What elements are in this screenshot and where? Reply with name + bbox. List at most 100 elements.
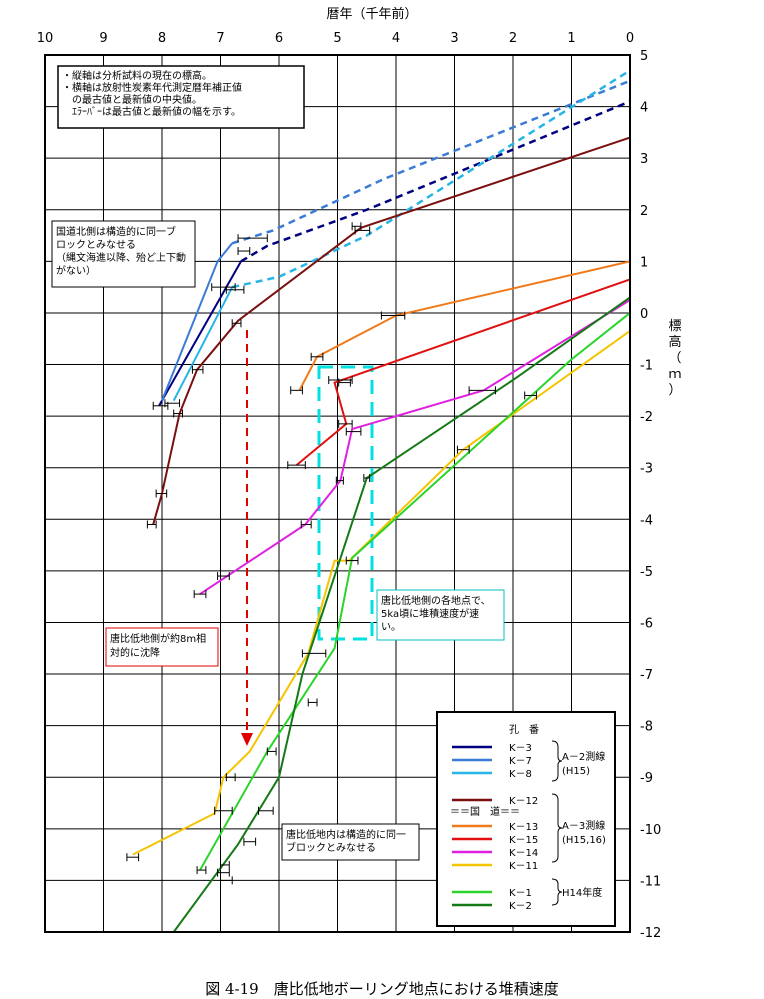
note-box: ・縦軸は分析試料の現在の標高。 ・横軸は放射性炭素年代測定暦年補正値 の最古値と… [57,65,305,129]
error-bar [220,876,233,885]
error-bar [335,476,344,485]
y-tick-label: 0 [640,307,648,322]
legend-label-K－15: K－15 [509,835,538,846]
series-line-K－2 [172,296,631,933]
north-block-box: 国道北側は構造的に同一ブ ロックとみなせる （縄文海進以降、殆ど上下動 がない） [51,220,196,288]
series-line-K－13 [298,260,631,391]
y-tick-label: -3 [640,462,653,477]
fast-deposition-note: 唐比低地側の各地点で、 5ka頃に堆積速度が速 い。 [376,589,505,641]
x-tick-label: 6 [275,31,283,46]
error-bar [217,868,230,877]
error-bar [345,427,362,436]
legend-label-K－14: K－14 [509,848,538,859]
y-tick-label: -6 [640,616,653,631]
y-tick-label: -12 [640,926,661,941]
y-tick-label: 1 [640,255,648,270]
legend-brace-2 [551,793,563,863]
error-bar [456,445,470,454]
y-tick-label: -11 [640,874,661,889]
legend-group1-label2: (H15) [562,766,590,777]
error-bar [301,649,327,658]
legend-group1-label1: A－2測線 [562,750,605,763]
error-bar [338,378,351,387]
error-bar [196,866,207,875]
error-bar [191,365,204,374]
x-tick-label: 2 [509,31,517,46]
inside-line-2: ブロックとみなせる [286,841,376,854]
y-tick-label: -9 [640,771,653,786]
x-tick-label: 10 [37,31,54,46]
chart: 暦年（千年前） 10 9 8 7 6 5 4 3 2 1 0 543210-1-2-3-4-5-6-… [37,6,682,941]
x-axis-label: 暦年（千年前） [326,6,417,22]
error-bar [258,806,274,815]
error-bar [155,489,168,498]
error-bar [225,285,245,294]
y-tick-label: -5 [640,565,653,580]
error-bar [266,747,277,756]
error-bar [287,461,306,470]
note-line-3: の最古値と最新値の中央値。 [62,93,202,106]
error-bar [363,474,371,483]
error-bar [220,860,230,869]
error-bar [328,376,353,385]
legend-label-K－2: K－2 [509,901,532,912]
legend-brace-3 [551,878,563,906]
error-bar [345,556,359,565]
legend-group3-label1: H14年度 [562,886,602,899]
y-tick-label: -8 [640,720,653,735]
error-bar [307,698,318,707]
note-line-2: ・横軸は放射性炭素年代測定暦年補正値 [62,81,242,94]
legend-label-K－7: K－7 [509,756,532,767]
fast-line-2: 5ka頃に堆積速度が速 [381,607,479,620]
legend-label-K－1: K－1 [509,888,532,899]
y-tick-label: 5 [640,49,648,64]
series-line-K－15 [295,278,631,466]
error-bar [338,419,353,428]
x-tick-label: 5 [333,31,341,46]
error-bar [231,319,242,328]
x-tick-label: 7 [216,31,224,46]
legend-group2-label1: A－3測線 [562,819,605,832]
y-tick-label: -1 [640,359,653,374]
north-line-2: ロックとみなせる [56,239,136,251]
legend-group2-label2: (H15,16) [562,835,606,846]
error-bar [237,247,251,256]
x-tick-label: 4 [392,31,400,46]
error-bar [524,391,537,400]
legend-header: 孔 番 [509,724,539,736]
subside-line-1: 唐比低地側が約8m相 [110,632,206,645]
inside-block-box: 唐比低地内は構造的に同一 ブロックとみなせる [281,823,420,861]
north-line-1: 国道北側は構造的に同一ブ [56,225,176,238]
y-axis-label-char: （ [668,351,681,366]
y-axis-label-char: ｍ [668,367,681,382]
y-tick-label: -2 [640,410,653,425]
error-bar [126,853,140,862]
fast-line-1: 唐比低地側の各地点で、 [381,594,491,607]
y-tick-label: -4 [640,513,653,528]
error-bar [351,222,362,231]
error-bar [380,311,406,320]
legend-road: ＝＝国 道＝＝ [450,805,520,818]
error-bar [468,386,496,395]
legend-items: K－3 K－7 K－8 K－12 K－13 K－15 K－14 K－11 K－1 K－2 [452,743,538,912]
legend: 孔 番 ＝＝国 道＝＝ A－2測線 (H15) A－3測線 (H15,16) H… [436,711,616,927]
legend-label-K－12: K－12 [509,796,538,807]
legend-brace-1 [551,740,563,782]
subsidence-box: 唐比低地側が約8m相 対的に沈降 [105,627,219,667]
series-line-K－12 [152,136,631,525]
error-bar [237,234,268,243]
north-line-3: （縄文海進以降、殆ど上下動 [56,251,186,264]
y-tick-label: -7 [640,668,653,683]
error-bar [310,352,324,361]
plot-frame [44,54,631,933]
x-tick-label: 1 [567,31,575,46]
error-bar [217,572,230,581]
y-tick-label: 2 [640,204,648,219]
error-bar [214,806,233,815]
y-axis-label-char: 標 [668,319,681,334]
figure-caption: 図 4-19 唐比低地ボーリング地点における堆積速度 [205,980,559,998]
y-tick-label: -10 [640,823,661,838]
error-bar [290,386,303,395]
y-tick-label: 4 [640,101,648,116]
x-tick-label: 0 [626,31,634,46]
